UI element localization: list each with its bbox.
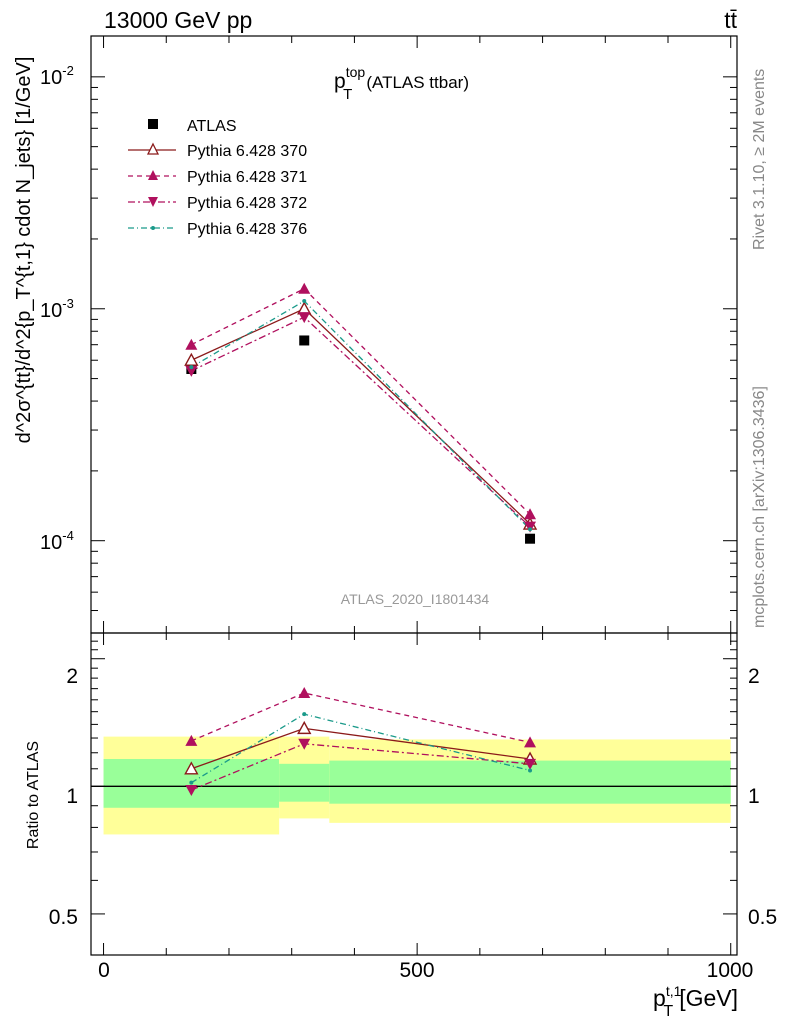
x-tick-labels: 0 500 1000 — [98, 959, 753, 982]
series-line — [191, 287, 531, 515]
ratio-plot-frame — [90, 632, 738, 956]
data-point-dot — [189, 780, 194, 785]
data-point-triangle-down — [298, 312, 311, 324]
data-point-triangle-down — [524, 521, 537, 533]
data-point-square — [525, 533, 536, 544]
rivet-label: Rivet 3.1.10, ≥ 2M events — [751, 69, 768, 250]
data-point-open-triangle — [297, 720, 312, 735]
mcplots-label: mcplots.cern.ch [arXiv:1306.3436] — [751, 386, 768, 628]
legend-entry-371: Pythia 6.428 371 — [128, 169, 307, 186]
legend-label: Pythia 6.428 372 — [187, 195, 307, 212]
ratio-series-line — [191, 692, 531, 743]
legend-label: Pythia 6.428 376 — [187, 221, 307, 238]
energy-label: 13000 GeV pp — [104, 7, 252, 33]
series-line — [191, 300, 531, 530]
data-point-triangle-up — [524, 508, 537, 520]
data-point-dot — [302, 299, 307, 304]
legend-entry-372: Pythia 6.428 372 — [128, 195, 307, 212]
ratio-tick-label-right: 1 — [748, 785, 760, 808]
data-point-open-triangle — [184, 352, 199, 366]
legend-entry-atlas: ATLAS — [148, 118, 237, 135]
y-tick-label: 10-4 — [40, 528, 74, 554]
y-tick-label: 10-2 — [40, 63, 74, 89]
legend-marker-dot — [151, 226, 155, 230]
data-point-triangle-up — [185, 338, 198, 350]
analysis-watermark: ATLAS_2020_I1801434 — [341, 591, 490, 607]
green-band — [279, 763, 330, 802]
axis-ticks — [91, 36, 737, 956]
process-label: tt̄ — [724, 7, 737, 33]
ratio-y-axis-label: Ratio to ATLAS — [25, 741, 42, 849]
legend-entry-370: Pythia 6.428 370 — [128, 142, 307, 160]
data-point-open-triangle — [184, 761, 199, 775]
legend-label: Pythia 6.428 371 — [187, 169, 307, 186]
data-point-triangle-up — [185, 734, 198, 746]
data-point-triangle-down — [298, 738, 311, 750]
data-point-triangle-down — [185, 365, 198, 377]
series-line — [191, 316, 531, 528]
data-point-triangle-down — [185, 785, 198, 797]
ratio-tick-label-left: 1 — [66, 785, 78, 808]
data-point-triangle-up — [298, 282, 311, 294]
main-y-tick-labels: 10-2 10-3 10-4 — [40, 63, 74, 554]
data-point-triangle-down — [524, 758, 537, 770]
ratio-y-tick-labels: 2 1 0.5 2 1 0.5 — [49, 665, 777, 929]
x-tick-label: 1000 — [707, 959, 754, 982]
ratio-tick-label-left: 0.5 — [49, 906, 78, 929]
legend: ATLAS Pythia 6.428 370 Pythia 6.428 371 … — [128, 118, 307, 238]
legend-label: Pythia 6.428 370 — [187, 143, 307, 160]
series-line — [191, 307, 531, 525]
y-tick-label: 10-3 — [40, 296, 74, 322]
data-point-dot — [528, 527, 533, 532]
legend-marker-triangle-down — [148, 197, 158, 207]
legend-marker-open-triangle — [146, 142, 160, 155]
legend-marker-square — [148, 119, 158, 129]
legend-marker-triangle-up — [148, 170, 158, 180]
ratio-tick-label-right: 2 — [748, 665, 760, 688]
data-point-square — [299, 335, 310, 346]
ratio-tick-label-right: 0.5 — [748, 906, 777, 929]
ratio-series-layer — [184, 687, 538, 797]
data-point-dot — [302, 712, 307, 717]
data-point-triangle-up — [524, 736, 537, 748]
data-point-dot — [528, 768, 533, 773]
ratio-tick-label-left: 2 — [66, 665, 78, 688]
data-point-open-triangle — [297, 301, 312, 315]
data-point-triangle-up — [298, 687, 311, 699]
legend-entry-376: Pythia 6.428 376 — [128, 221, 307, 238]
legend-label: ATLAS — [187, 118, 237, 135]
data-point-dot — [189, 365, 194, 370]
main-series-layer — [184, 282, 538, 544]
main-y-axis-label: d^2σ^{tt}/d^2{p_T^{t,1} cdot N_jets} [1/… — [13, 57, 35, 444]
x-tick-label: 0 — [98, 959, 110, 982]
x-tick-label: 500 — [399, 959, 434, 982]
uncertainty-bands — [103, 736, 731, 835]
x-axis-label: pt,1 T[GeV] — [653, 983, 738, 1020]
plot-title: ptop T(ATLAS ttbar) — [334, 64, 469, 103]
